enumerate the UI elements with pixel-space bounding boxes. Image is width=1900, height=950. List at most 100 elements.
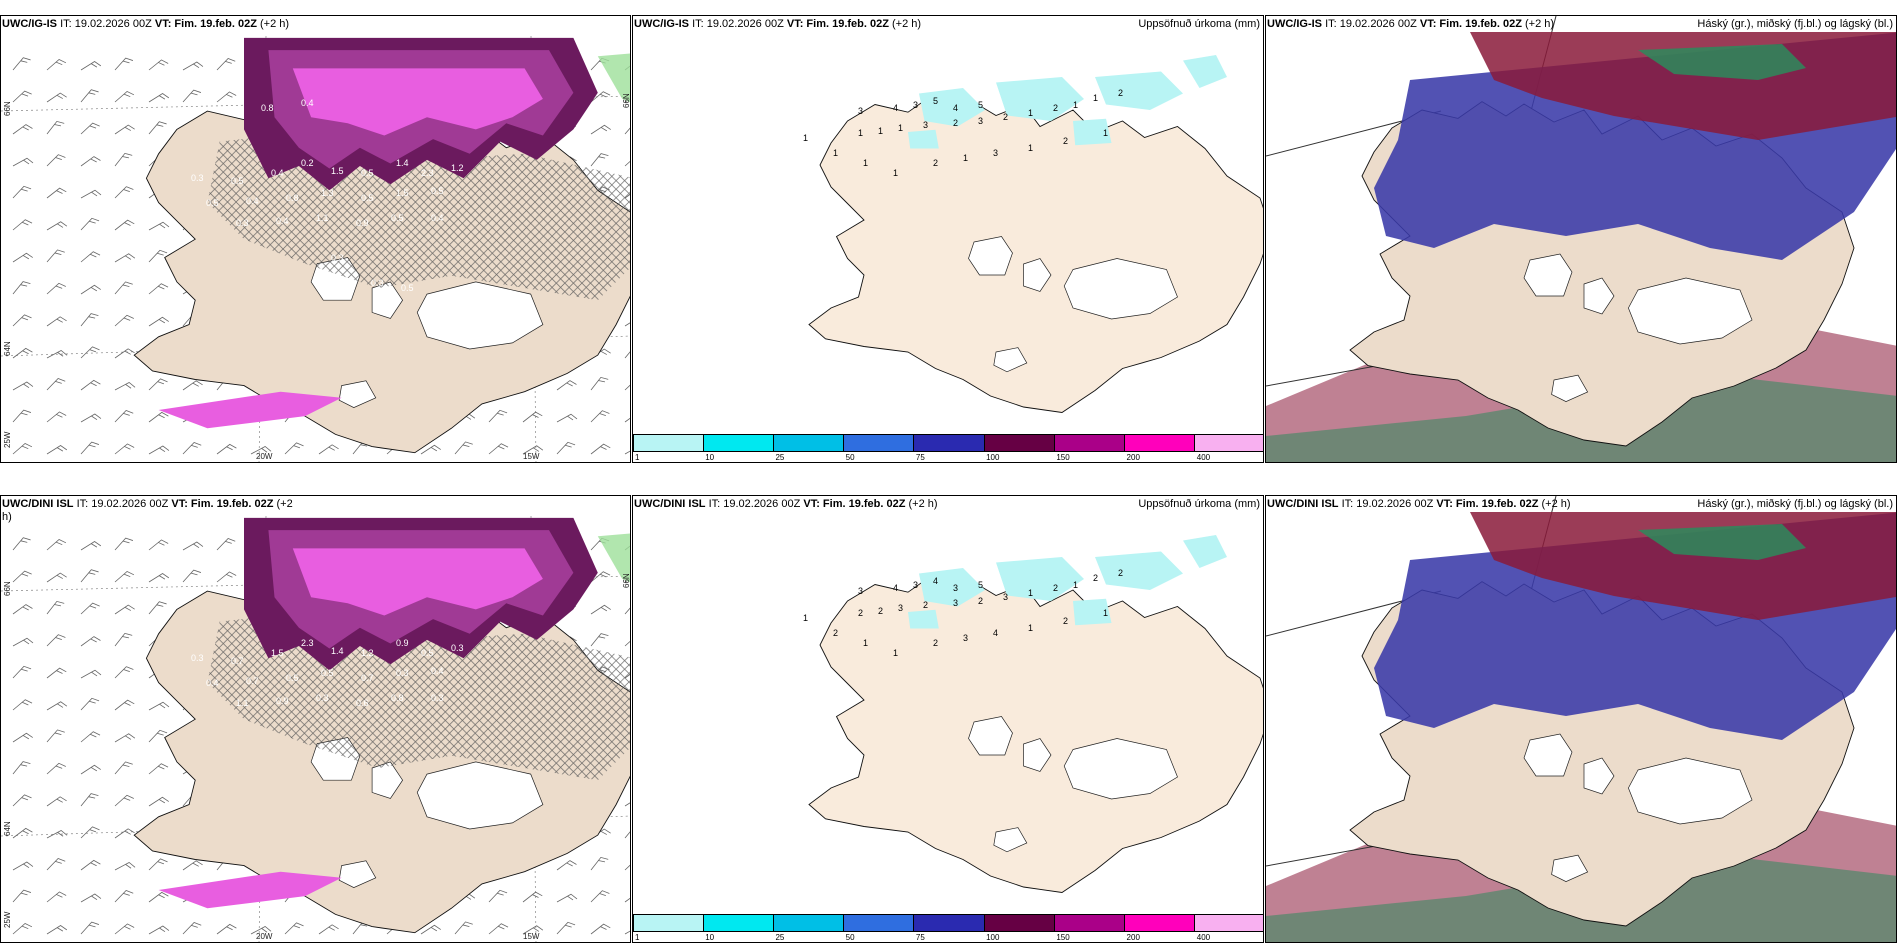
- precip-value-label: 0.7: [246, 676, 259, 686]
- precip-patch: [1183, 535, 1227, 568]
- lon-label-20w: 20W: [256, 452, 273, 461]
- wind-barb: [80, 412, 102, 429]
- precip-value-label: 0.7: [231, 656, 244, 666]
- wind-barb: [80, 378, 101, 396]
- wind-barb: [12, 88, 33, 108]
- glacier-outline: [416, 761, 544, 830]
- colorbar-cell: [634, 435, 705, 451]
- wind-barb: [556, 378, 577, 397]
- precip-value-label: 0.3: [431, 693, 444, 703]
- wind-barb: [590, 408, 610, 428]
- wind-barb: [12, 278, 31, 299]
- wind-barb: [216, 55, 236, 76]
- colorbar-tick-label: 10: [705, 933, 715, 942]
- wind-barb: [80, 215, 100, 236]
- precip-value-label: 0.4: [206, 678, 219, 688]
- colorbar-tick-label: 1: [635, 933, 640, 942]
- precip-value-label: 1: [1028, 143, 1033, 153]
- wind-barb: [114, 346, 135, 365]
- panel-bot-right: UWC/DINI ISL IT: 19.02.2026 00Z VT: Fim.…: [1265, 495, 1897, 943]
- wind-barb: [46, 828, 68, 845]
- valid-time: Fim. 19.feb. 02Z: [1439, 18, 1522, 30]
- colorbar-cell: [1054, 435, 1125, 451]
- precip-value-label: 1: [833, 148, 838, 158]
- glacier-outline: [1063, 738, 1178, 800]
- high-cloud-area: [1638, 524, 1806, 560]
- glacier-outline: [993, 347, 1028, 373]
- wind-barb: [114, 251, 136, 269]
- panel-title: UWC/DINI ISL IT: 19.02.2026 00Z VT: Fim.…: [634, 498, 938, 511]
- wind-barb: [114, 921, 135, 940]
- colorbar-cell: [1194, 915, 1263, 931]
- iceland-land: [808, 576, 1263, 893]
- precip-value-label: 0.3: [331, 253, 344, 263]
- precip-value-label: 0.5: [286, 673, 299, 683]
- wind-barb: [12, 602, 33, 621]
- precip-value-label: 0.3: [236, 218, 249, 228]
- colorbar-tick-label: 100: [986, 453, 1000, 462]
- wind-barb: [624, 795, 630, 813]
- wind-barb: [114, 150, 133, 171]
- colorbar-tick-label: 75: [915, 933, 925, 942]
- wind-barb: [114, 441, 135, 460]
- valid-time-prefix: VT:: [1436, 498, 1453, 510]
- precip-value-label: 0.4: [271, 168, 284, 178]
- colorbar-tick-label: 50: [845, 453, 855, 462]
- wind-barb: [114, 602, 136, 621]
- precip-value-label: 0.8: [391, 693, 404, 703]
- wind-barb: [80, 439, 100, 460]
- wind-barb: [590, 888, 610, 908]
- glacier-outline: [1523, 733, 1573, 777]
- wind-barb: [182, 378, 203, 397]
- valid-time-prefix: VT:: [803, 498, 820, 510]
- wind-barb: [12, 251, 34, 269]
- precip-value-label: 0.2: [301, 158, 314, 168]
- precip-value-label: 1: [878, 126, 883, 136]
- precip-value-label: 2: [1063, 136, 1068, 146]
- wind-barb: [114, 312, 135, 332]
- accum-precip-title: Uppsöfnuð úrkoma (mm): [1138, 498, 1260, 510]
- colorbar-tick-label: 150: [1056, 933, 1070, 942]
- wind-barb: [556, 919, 576, 940]
- precip-value-label: 3: [898, 603, 903, 613]
- wind-barb: [12, 731, 34, 749]
- wind-barb: [590, 630, 609, 651]
- colorbar-cell: [634, 915, 705, 931]
- precip-value-label: 1: [863, 158, 868, 168]
- iceland-group: [1349, 511, 1896, 927]
- precip-value-label: 3: [978, 116, 983, 126]
- precip-value-label: 2: [1053, 583, 1058, 593]
- precip-value-label: 2: [953, 118, 958, 128]
- glacier-outline: [1023, 258, 1052, 292]
- wind-barb: [114, 759, 134, 779]
- precip-value-label: 3: [993, 148, 998, 158]
- lead-time: (+2 h): [260, 18, 290, 30]
- colorbar-tick-label: 75: [915, 453, 925, 462]
- wind-barb: [46, 90, 68, 109]
- precip-value-label: 4: [893, 583, 898, 593]
- lat-label-66n: 66N: [3, 101, 12, 116]
- precip-value-label: 0.6: [356, 698, 369, 708]
- wind-barb: [12, 441, 33, 460]
- precip-value-label: 4: [993, 628, 998, 638]
- glacier-outline: [1628, 277, 1753, 345]
- wind-barb: [182, 60, 204, 77]
- precip-value-label: 0.4: [276, 216, 289, 226]
- wind-barb: [624, 599, 630, 619]
- wind-barb: [80, 59, 102, 77]
- wind-barb: [80, 695, 100, 716]
- wind-barb: [12, 407, 32, 428]
- precip-value-label: 0.5: [391, 213, 404, 223]
- precip-patch: [919, 568, 985, 607]
- wind-barb: [590, 854, 609, 875]
- init-time: IT: 19.02.2026 00Z: [1325, 18, 1417, 30]
- colorbar-cell: [1194, 435, 1263, 451]
- precip-value-label: 1.4: [396, 158, 409, 168]
- wind-barb: [216, 569, 237, 588]
- wind-barb: [114, 792, 135, 812]
- cloud-cover-title: Háský (gr.), miðský (fj.bl.) og lágský (…: [1697, 498, 1893, 510]
- precip-value-label: 0.9: [356, 218, 369, 228]
- wind-barb: [12, 156, 34, 173]
- model-name: UWC/IG-IS: [1267, 18, 1322, 30]
- wind-barb: [46, 348, 68, 365]
